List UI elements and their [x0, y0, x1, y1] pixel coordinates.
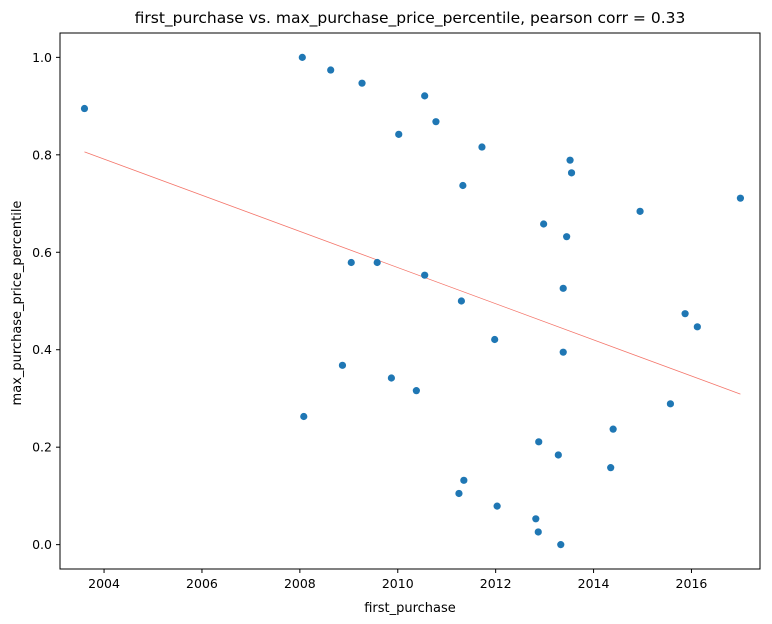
x-tick-label: 2006 [186, 576, 218, 591]
data-point [298, 53, 306, 61]
y-axis-label: max_purchase_price_percentile [10, 201, 25, 406]
data-point [540, 220, 548, 228]
data-point [609, 425, 617, 433]
data-point [347, 258, 355, 267]
data-point [534, 528, 542, 536]
data-point [493, 502, 501, 510]
data-point [460, 476, 468, 484]
data-point [300, 412, 308, 421]
data-point [455, 489, 463, 498]
data-point [395, 130, 403, 138]
data-point [432, 118, 440, 126]
data-point [532, 515, 540, 523]
x-tick-label: 2016 [676, 576, 708, 591]
x-tick-label: 2004 [88, 576, 120, 591]
plot-frame [59, 32, 761, 570]
data-point [636, 207, 644, 215]
data-point [557, 541, 565, 549]
x-tick-label: 2012 [480, 576, 512, 591]
data-point [327, 66, 335, 74]
data-point [566, 156, 574, 164]
data-point [358, 79, 366, 87]
y-tick-label: 1.0 [32, 50, 52, 65]
x-axis-ticks: 2004 2006 2008 2010 2012 2014 2016 [88, 569, 707, 591]
data-point [459, 181, 467, 190]
data-point [80, 104, 89, 113]
data-point [607, 464, 615, 472]
data-point [457, 297, 465, 305]
trend-line [84, 151, 741, 395]
data-point [559, 284, 567, 292]
data-point [535, 438, 543, 446]
x-tick-label: 2014 [578, 576, 610, 591]
trend-line-layer [84, 151, 741, 395]
data-point [693, 323, 701, 331]
data-point [563, 233, 571, 241]
y-tick-label: 0.4 [32, 342, 52, 357]
data-point [736, 194, 745, 202]
data-point [338, 361, 347, 369]
x-tick-label: 2010 [382, 576, 414, 591]
data-point [559, 348, 567, 356]
y-tick-label: 0.8 [32, 147, 52, 162]
x-tick-label: 2008 [284, 576, 316, 591]
data-point [491, 335, 499, 344]
data-point [387, 374, 395, 382]
data-point [666, 400, 675, 408]
data-point [412, 387, 420, 395]
data-point [421, 92, 429, 100]
data-point [373, 258, 381, 267]
data-point [567, 169, 576, 177]
data-point [554, 451, 562, 459]
x-axis-label: first_purchase [364, 601, 456, 616]
data-point [681, 310, 689, 318]
y-tick-label: 0.0 [32, 537, 52, 552]
data-points [80, 53, 745, 549]
y-tick-label: 0.2 [32, 440, 52, 455]
y-tick-label: 0.6 [32, 245, 52, 260]
data-point [478, 143, 486, 151]
y-axis-ticks: 0.0 0.2 0.4 0.6 0.8 1.0 [32, 50, 60, 552]
data-point [421, 271, 429, 279]
chart-title: first_purchase vs. max_purchase_price_pe… [135, 9, 686, 28]
